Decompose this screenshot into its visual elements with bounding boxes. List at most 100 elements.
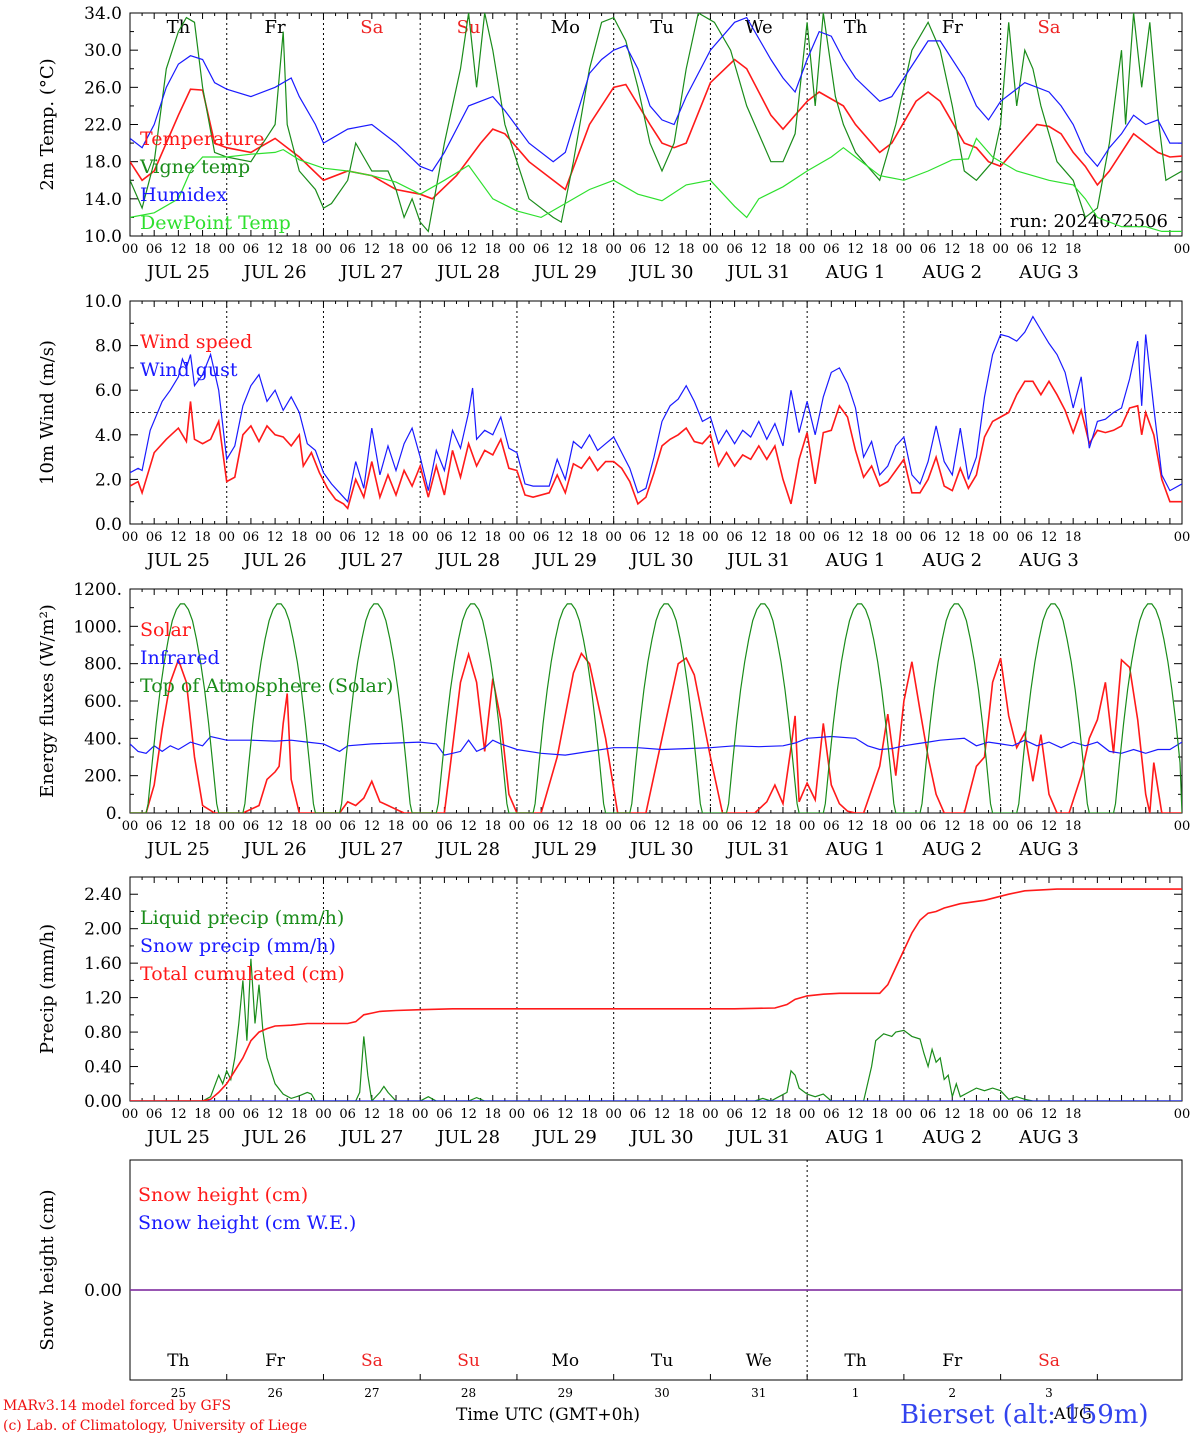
- day-number-label: 29: [558, 1386, 573, 1400]
- hour-tick-label: 12: [170, 1107, 187, 1122]
- hour-tick-label: 00: [509, 1107, 526, 1122]
- hour-tick-label: 18: [871, 819, 888, 834]
- day-number-label: 28: [461, 1386, 476, 1400]
- hour-tick-label: 18: [775, 819, 792, 834]
- date-label: JUL 25: [145, 839, 210, 860]
- hour-tick-label: 12: [267, 530, 284, 545]
- hour-tick-label: 12: [654, 242, 671, 257]
- y-tick-label: 1.60: [84, 954, 122, 974]
- y-axis-label: Precip (mm/h): [37, 924, 58, 1054]
- panel-1: 10.0 14.0 18.0 22.0 26.0 30.0 34.0 00 06 12 18 00 06…: [37, 4, 1190, 283]
- legend-entry: Total cumulated (cm): [140, 963, 345, 985]
- date-label: AUG 2: [921, 262, 982, 283]
- panel-2: 0.0 2.0 4.0 6.0 8.0 10.0 00 06 12 18 00 06 12 18 00 06 1…: [37, 292, 1190, 571]
- hour-tick-label: 06: [339, 530, 356, 545]
- date-label: AUG 3: [1018, 262, 1079, 283]
- hour-tick-label: 12: [460, 1107, 477, 1122]
- hour-tick-label: 12: [170, 242, 187, 257]
- hour-tick-label: 12: [944, 1107, 961, 1122]
- series-line-top-of-atmosphere-solar-: [130, 603, 1182, 813]
- y-tick-label: 0.0: [95, 515, 122, 535]
- hour-tick-label: 00: [315, 1107, 332, 1122]
- hour-tick-label: 12: [847, 242, 864, 257]
- y-tick-label: 22.0: [84, 116, 122, 136]
- y-tick-label: 30.0: [84, 41, 122, 61]
- lab-credit: (c) Lab. of Climatology, University of L…: [3, 1418, 308, 1434]
- hour-tick-label: 06: [920, 819, 937, 834]
- hour-tick-label: 18: [194, 1107, 211, 1122]
- y-axis-label: 2m Temp. (°C): [37, 58, 58, 190]
- hour-tick-label: 06: [823, 819, 840, 834]
- hour-tick-label: 00: [992, 819, 1009, 834]
- hour-tick-label: 00: [992, 530, 1009, 545]
- hour-tick-label: 12: [170, 819, 187, 834]
- hour-tick-label: 12: [751, 1107, 768, 1122]
- panel-4: 0.00 0.40 0.80 1.20 1.60 2.00 2.40 00 06 12 18 00 06…: [37, 876, 1190, 1148]
- weekday-label: Tu: [650, 17, 674, 38]
- hour-tick-label: 18: [484, 242, 501, 257]
- y-axis-label: 10m Wind (m/s): [37, 340, 58, 485]
- hour-tick-label: 00: [509, 242, 526, 257]
- weekday-label: Sa: [1037, 17, 1060, 38]
- weekday-label: Mo: [551, 1351, 579, 1371]
- hour-tick-label: 06: [630, 242, 647, 257]
- legend-entry: Snow precip (mm/h): [140, 935, 336, 957]
- day-number-label: 27: [364, 1386, 379, 1400]
- hour-tick-label: 12: [1041, 819, 1058, 834]
- day-number-label: 31: [751, 1386, 766, 1400]
- hour-tick-label: 00: [315, 530, 332, 545]
- hour-tick-label: 06: [920, 1107, 937, 1122]
- date-label: JUL 29: [532, 1127, 597, 1148]
- hour-tick-label: 06: [726, 1107, 743, 1122]
- legend-entry: Wind gust: [140, 359, 238, 381]
- legend-entry: Snow height (cm W.E.): [138, 1212, 356, 1234]
- hour-tick-label: 00: [315, 242, 332, 257]
- hour-tick-label: 12: [1041, 242, 1058, 257]
- hour-tick-label: 12: [847, 530, 864, 545]
- hour-tick-label: 18: [484, 1107, 501, 1122]
- legend-entry: Infrared: [140, 647, 220, 669]
- date-label: AUG 1: [825, 550, 886, 571]
- y-tick-label: 1.20: [84, 989, 122, 1009]
- hour-tick-label: 18: [871, 1107, 888, 1122]
- panel-3: 0. 200. 400. 600. 800. 1000. 1200. 00 06 12 18 00 06…: [37, 580, 1190, 860]
- weekday-label: Sa: [360, 17, 383, 38]
- hour-tick-label: 12: [654, 1107, 671, 1122]
- hour-tick-label: 12: [460, 242, 477, 257]
- hour-tick-label: 06: [339, 242, 356, 257]
- hour-tick-label: 12: [1041, 1107, 1058, 1122]
- date-label: JUL 26: [242, 262, 307, 283]
- date-label: AUG 1: [825, 839, 886, 860]
- legend-entry: Top of Atmosphere (Solar): [140, 675, 393, 697]
- hour-tick-label: 00: [218, 530, 235, 545]
- hour-tick-label: 00: [1174, 242, 1191, 257]
- date-label: JUL 26: [242, 1127, 307, 1148]
- legend-entry: DewPoint Temp: [140, 212, 291, 234]
- hour-tick-label: 18: [388, 242, 405, 257]
- series-line-wind-gust: [130, 315, 1182, 503]
- hour-tick-label: 00: [605, 242, 622, 257]
- hour-tick-label: 06: [920, 530, 937, 545]
- y-tick-label: 0.80: [84, 1023, 122, 1043]
- hour-tick-label: 06: [243, 819, 260, 834]
- y-tick-label: 10.0: [84, 227, 122, 247]
- hour-tick-label: 18: [388, 1107, 405, 1122]
- hour-tick-label: 06: [436, 819, 453, 834]
- date-label: AUG 1: [825, 1127, 886, 1148]
- weekday-label: Tu: [651, 1351, 673, 1371]
- weekday-label: Sa: [1038, 1351, 1060, 1371]
- hour-tick-label: 12: [557, 530, 574, 545]
- hour-tick-label: 06: [146, 1107, 163, 1122]
- date-label: JUL 28: [435, 550, 500, 571]
- hour-tick-label: 00: [799, 242, 816, 257]
- hour-tick-label: 12: [557, 819, 574, 834]
- y-tick-label: 8.0: [95, 337, 122, 357]
- hour-tick-label: 00: [412, 1107, 429, 1122]
- date-label: JUL 27: [338, 1127, 403, 1148]
- hour-tick-label: 18: [388, 819, 405, 834]
- hour-tick-label: 00: [412, 242, 429, 257]
- hour-tick-label: 06: [533, 242, 550, 257]
- date-label: AUG 3: [1018, 550, 1079, 571]
- y-axis-label: Snow height (cm): [37, 1189, 58, 1350]
- hour-tick-label: 12: [847, 1107, 864, 1122]
